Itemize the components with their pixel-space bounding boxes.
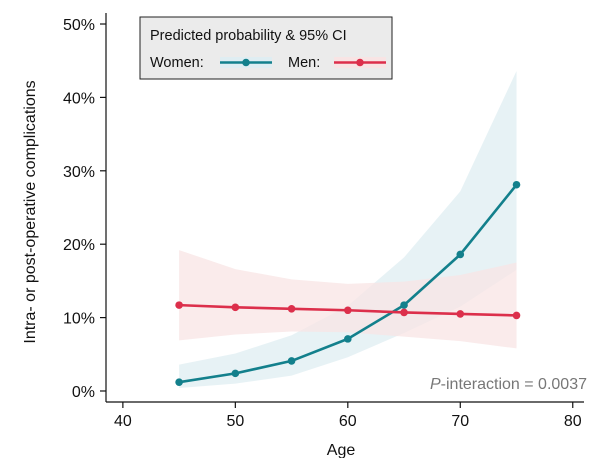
data-point-men	[456, 310, 465, 318]
data-point-men	[287, 304, 296, 313]
legend-title: Predicted probability & 95% CI	[150, 28, 347, 44]
p-interaction-italic: P	[430, 376, 441, 393]
legend-label-women: Women:	[150, 55, 204, 71]
ci-bands	[179, 70, 517, 389]
data-point-men	[175, 301, 183, 309]
data-point-men	[512, 311, 521, 320]
x-tick-label: 50	[226, 413, 244, 430]
legend-box	[139, 16, 393, 80]
axes	[105, 13, 584, 403]
legend-key-men	[334, 57, 386, 68]
data-point-men	[344, 306, 352, 315]
legend-key-marker	[356, 58, 364, 67]
x-tick-label: 60	[339, 413, 357, 430]
axis-ticks: 40 50 60 70 80 0% 10% 20% 30% 40% 50%	[63, 17, 582, 430]
y-tick-label: 30%	[63, 164, 95, 181]
x-tick-label: 80	[564, 413, 582, 430]
y-axis-label: Intra- or post-operative complications	[22, 80, 39, 343]
y-tick-label: 50%	[63, 17, 95, 34]
x-tick-label: 40	[114, 413, 132, 430]
data-point-women	[287, 357, 296, 365]
y-tick-label: 40%	[63, 90, 95, 107]
series-points	[175, 180, 521, 386]
legend-label-men: Men:	[288, 55, 320, 71]
legend-key-marker	[242, 58, 250, 67]
p-interaction-annotation: P-interaction = 0.0037	[430, 376, 587, 393]
x-tick-label: 70	[451, 413, 469, 430]
data-point-men	[231, 303, 240, 312]
data-point-women	[456, 250, 465, 259]
data-point-men	[400, 308, 408, 317]
data-point-women	[512, 180, 521, 189]
legend: Predicted probability & 95% CI Women: Me…	[139, 16, 393, 80]
data-point-women	[231, 369, 240, 378]
p-interaction-value: -interaction = 0.0037	[441, 376, 587, 393]
ci-band-men	[179, 250, 517, 349]
y-tick-label: 20%	[63, 237, 95, 254]
y-tick-label: 0%	[72, 384, 95, 401]
data-point-women	[400, 301, 408, 309]
x-axis-label: Age	[327, 442, 356, 458]
data-point-women	[175, 378, 183, 386]
data-point-women	[344, 335, 352, 343]
y-tick-label: 10%	[63, 311, 95, 328]
legend-key-women	[220, 57, 272, 68]
